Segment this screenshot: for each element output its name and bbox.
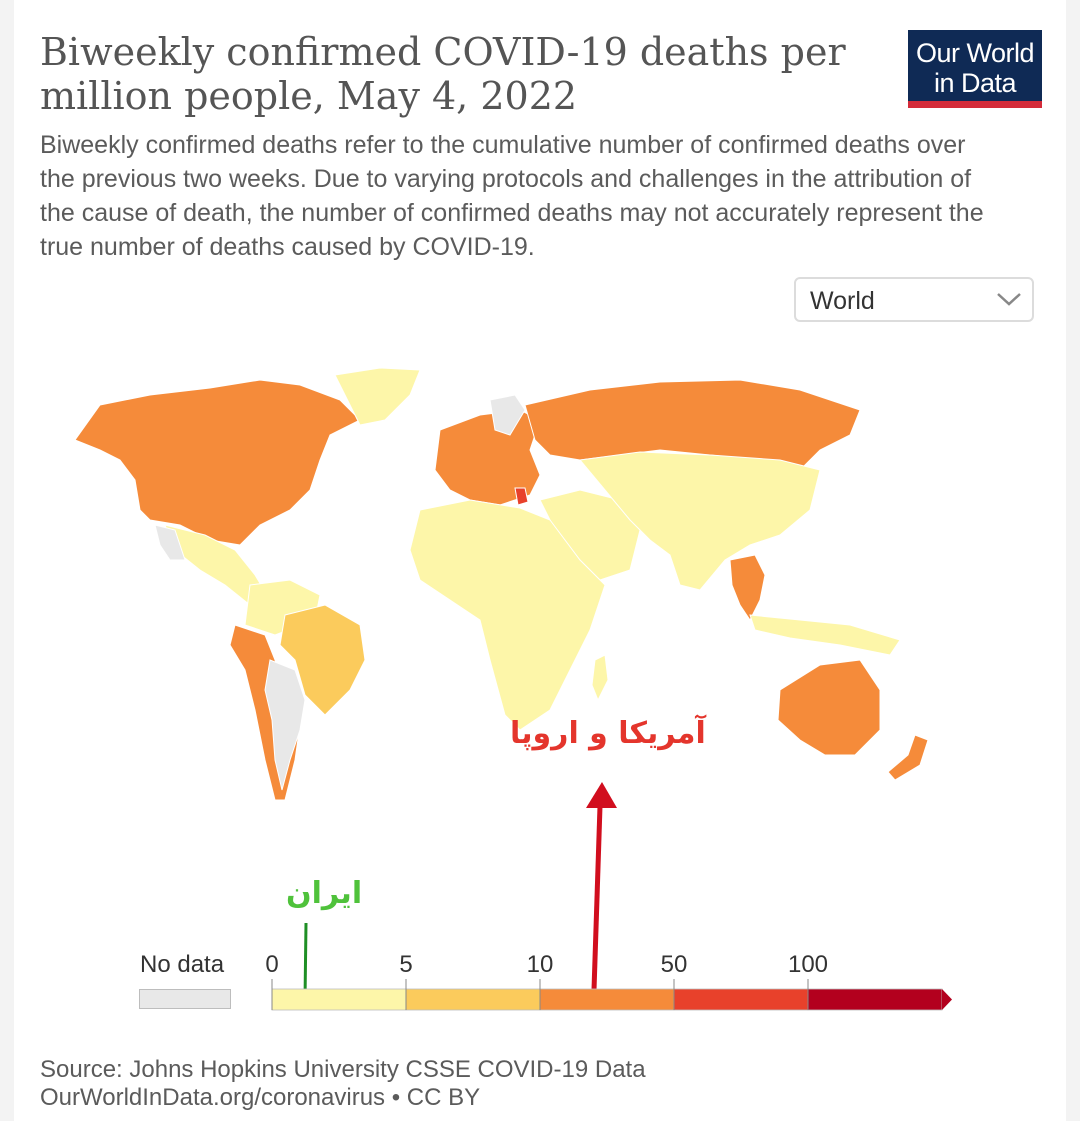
chart-subtitle: Biweekly confirmed deaths refer to the c…	[40, 131, 984, 261]
green-arrow-shaft	[303, 922, 308, 1001]
left-frame	[0, 0, 14, 1121]
legend-bin-1[interactable]	[405, 988, 541, 1011]
annotation-iran: ایران	[286, 876, 363, 911]
region-no-data-argentina[interactable]	[264, 659, 306, 791]
region-new-zealand[interactable]	[887, 734, 929, 781]
legend-tick-label-1: 5	[399, 951, 413, 978]
chart-title: Biweekly confirmed COVID-19 deaths per m…	[40, 30, 846, 118]
region-select[interactable]: World	[794, 277, 1034, 322]
region-indonesia[interactable]	[749, 614, 901, 656]
region-southeast-asia[interactable]	[729, 554, 766, 621]
legend-tick-label-3: 50	[660, 951, 688, 978]
region-madagascar[interactable]	[591, 654, 609, 702]
owid-logo[interactable]: Our World in Data	[908, 30, 1042, 108]
red-arrow-shaft	[591, 805, 603, 991]
region-north-america[interactable]	[74, 379, 361, 546]
region-africa[interactable]	[409, 499, 606, 731]
region-greece[interactable]	[514, 487, 529, 506]
legend-tick-label-4: 100	[787, 951, 829, 978]
right-frame	[1066, 0, 1080, 1121]
annotation-america-europe: آمریکا و اروپا	[510, 716, 706, 751]
source-note: Source: Johns Hopkins University CSSE CO…	[40, 1056, 646, 1112]
green-arrow-head	[299, 996, 311, 1010]
legend-tick-label-2: 10	[526, 951, 554, 978]
region-select-value: World	[810, 287, 875, 315]
legend-no-data-label: No data	[140, 951, 225, 978]
world-map[interactable]	[60, 360, 980, 820]
region-greenland[interactable]	[334, 367, 421, 426]
legend-tick-label-0: 0	[265, 951, 279, 978]
legend-bin-2[interactable]	[539, 988, 675, 1011]
region-asia[interactable]	[579, 451, 821, 591]
legend-bin-0[interactable]	[271, 988, 407, 1011]
region-brazil[interactable]	[279, 604, 366, 716]
region-no-data-mexico[interactable]	[154, 524, 186, 561]
legend-bin-4[interactable]	[807, 988, 943, 1011]
region-australia[interactable]	[777, 659, 881, 756]
source-line-1: Source: Johns Hopkins University CSSE CO…	[40, 1056, 646, 1083]
legend-no-data-swatch[interactable]	[139, 989, 231, 1009]
region-no-data-scandinavia[interactable]	[489, 394, 526, 436]
chevron-down-icon	[997, 293, 1021, 306]
legend-bin-3[interactable]	[673, 988, 809, 1011]
logo-line-1: Our World	[915, 38, 1035, 68]
logo-red-bar	[908, 101, 1042, 108]
legend-open-end-arrow	[942, 989, 952, 1010]
source-line-2: OurWorldInData.org/coronavirus • CC BY	[40, 1084, 481, 1111]
logo-line-2: in Data	[933, 68, 1017, 98]
